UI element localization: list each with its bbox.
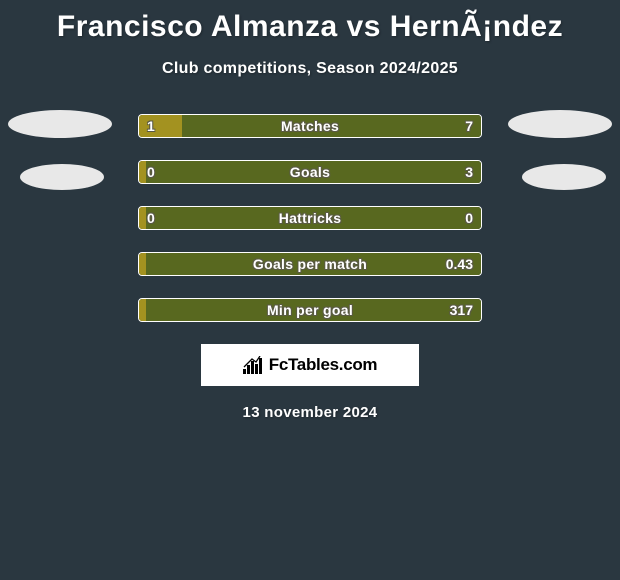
date-line: 13 november 2024 [0,404,620,421]
stat-bar: 0 Hattricks 0 [138,206,482,230]
stat-label: Matches [281,118,339,134]
page-title: Francisco Almanza vs HernÃ¡ndez [0,0,620,44]
stat-bar: 0 Goals 3 [138,160,482,184]
stats-area: 1 Matches 7 0 Goals 3 0 Hattricks 0 Goals per mat… [0,114,620,322]
stat-bar: Goals per match 0.43 [138,252,482,276]
stat-right-value: 0.43 [446,256,473,272]
stat-label: Goals [290,164,330,180]
stat-right-value: 0 [465,210,473,226]
stat-left-value: 0 [147,210,155,226]
fctables-icon [243,356,265,374]
team-right-avatar [522,164,606,190]
stat-right-value: 317 [450,302,473,318]
avatar-column-right [508,110,612,190]
logo-badge: FcTables.com [201,344,419,386]
page-subtitle: Club competitions, Season 2024/2025 [0,60,620,78]
stat-left-value: 1 [147,118,155,134]
stat-label: Hattricks [279,210,342,226]
stat-bar-left-fill [139,299,146,321]
logo-text: FcTables.com [269,355,378,375]
stat-right-value: 7 [465,118,473,134]
stat-bar: 1 Matches 7 [138,114,482,138]
stat-label: Goals per match [253,256,367,272]
stat-bar-left-fill [139,161,146,183]
stat-left-value: 0 [147,164,155,180]
player-left-avatar [8,110,112,138]
stat-bar: Min per goal 317 [138,298,482,322]
team-left-avatar [20,164,104,190]
player-right-avatar [508,110,612,138]
stat-bar-left-fill [139,207,146,229]
stat-bar-left-fill [139,115,182,137]
comparison-card: Francisco Almanza vs HernÃ¡ndez Club com… [0,0,620,580]
stat-label: Min per goal [267,302,353,318]
stat-bar-left-fill [139,253,146,275]
stat-bars: 1 Matches 7 0 Goals 3 0 Hattricks 0 Goals per mat… [138,114,482,322]
stat-right-value: 3 [465,164,473,180]
avatar-column-left [8,110,112,190]
